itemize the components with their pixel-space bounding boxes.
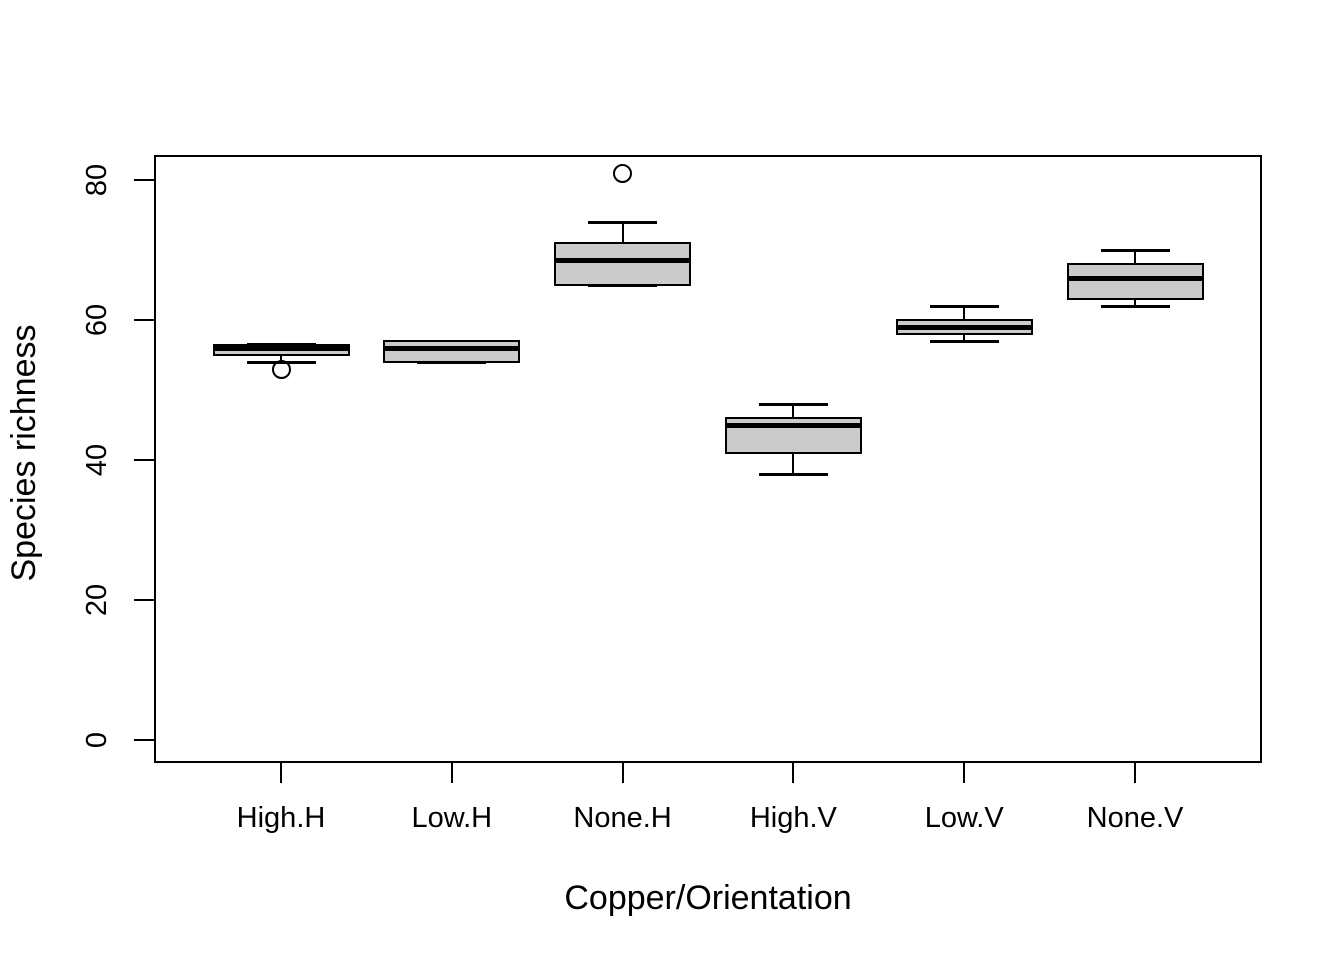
y-axis-tick bbox=[134, 459, 155, 461]
upper-whisker-cap bbox=[1100, 248, 1170, 252]
y-axis-tick bbox=[134, 599, 155, 601]
lower-whisker-cap bbox=[929, 339, 999, 343]
lower-whisker-cap bbox=[1100, 304, 1170, 308]
x-axis-title: Copper/Orientation bbox=[564, 879, 852, 917]
y-axis-tick bbox=[134, 179, 155, 181]
median-High.V bbox=[724, 422, 862, 428]
lower-whisker-line bbox=[280, 355, 282, 362]
box-None.V bbox=[1066, 263, 1204, 300]
y-axis-tick bbox=[134, 319, 155, 321]
x-axis-tick-label: None.H bbox=[573, 802, 672, 834]
x-axis-tick-label: High.H bbox=[236, 802, 326, 834]
median-Low.H bbox=[383, 345, 521, 351]
plot-area-border bbox=[154, 155, 1262, 763]
lower-whisker-line bbox=[1134, 299, 1136, 306]
upper-whisker-cap bbox=[588, 220, 658, 224]
lower-whisker-cap bbox=[758, 472, 828, 476]
box-None.H bbox=[554, 242, 692, 286]
x-axis-tick-label: Low.V bbox=[924, 802, 1004, 834]
y-axis-tick-label: 60 bbox=[81, 303, 113, 337]
y-axis-title: Species richness bbox=[5, 324, 43, 582]
median-Low.V bbox=[895, 324, 1033, 330]
y-axis-tick bbox=[134, 739, 155, 741]
lower-whisker-line bbox=[963, 334, 966, 341]
outlier-None.H bbox=[613, 163, 633, 183]
y-axis-tick-label: 0 bbox=[81, 731, 113, 749]
x-axis-tick-label: None.V bbox=[1086, 802, 1184, 834]
y-axis-tick-label: 80 bbox=[81, 163, 113, 197]
upper-whisker-cap bbox=[929, 304, 999, 308]
x-axis-tick-label: Low.H bbox=[411, 802, 493, 834]
outlier-High.H bbox=[271, 359, 291, 379]
upper-whisker-line bbox=[792, 404, 795, 418]
lower-whisker-line bbox=[792, 453, 795, 474]
x-axis-tick bbox=[280, 763, 282, 783]
upper-whisker-line bbox=[621, 222, 624, 243]
upper-whisker-cap bbox=[758, 402, 828, 406]
x-axis-tick bbox=[963, 763, 966, 783]
upper-whisker-line bbox=[1134, 250, 1136, 264]
x-axis-tick bbox=[792, 763, 795, 783]
y-axis-tick-label: 20 bbox=[81, 583, 113, 617]
y-axis-tick-label: 40 bbox=[81, 443, 113, 477]
median-None.V bbox=[1066, 275, 1204, 281]
median-High.H bbox=[212, 345, 350, 351]
x-axis-tick bbox=[450, 763, 453, 783]
median-None.H bbox=[554, 258, 692, 263]
x-axis-tick bbox=[621, 763, 624, 783]
x-axis-tick bbox=[1134, 763, 1136, 783]
box-Low.H bbox=[383, 340, 521, 363]
upper-whisker-line bbox=[963, 306, 966, 320]
x-axis-tick-label: High.V bbox=[749, 802, 837, 834]
